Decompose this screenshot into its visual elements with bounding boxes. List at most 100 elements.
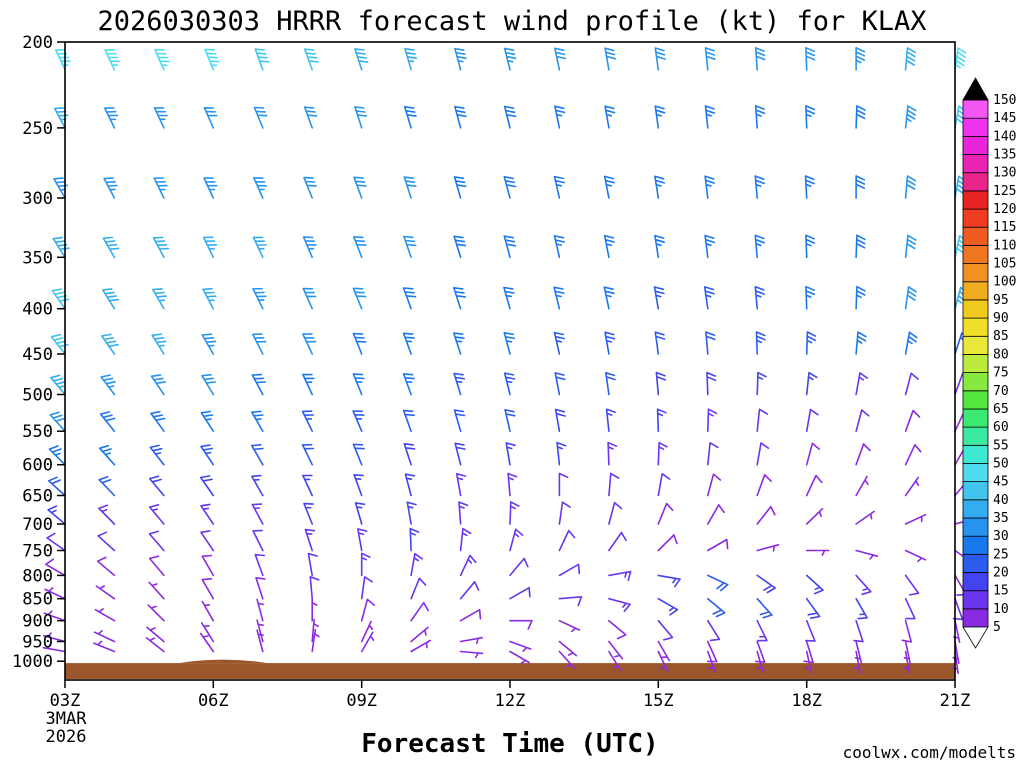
- wind-barb: [303, 106, 318, 129]
- wind-barb-staff: [403, 235, 417, 259]
- wind-barb-staff: [805, 597, 821, 619]
- wind-barb-staff: [154, 48, 170, 71]
- wind-barb-staff: [104, 49, 121, 71]
- wind-barb: [756, 619, 768, 642]
- wind-barb: [453, 332, 465, 355]
- wind-barb: [199, 632, 215, 653]
- wind-barb-staff: [654, 331, 666, 355]
- wind-barb-staff: [608, 472, 620, 497]
- wind-barb: [904, 331, 918, 355]
- wind-barb-staff: [805, 619, 816, 642]
- wind-barb-staff: [503, 47, 517, 71]
- wind-barb: [503, 176, 517, 199]
- colorbar-segment: [962, 444, 989, 464]
- wind-barb: [52, 236, 70, 259]
- wind-barb-staff: [360, 631, 375, 653]
- wind-barb: [203, 107, 218, 129]
- wind-barb-staff: [252, 236, 267, 259]
- wind-barb: [754, 175, 765, 199]
- wind-barb: [604, 47, 616, 71]
- wind-barb: [93, 640, 116, 653]
- wind-barb: [150, 410, 166, 432]
- wind-barb: [707, 538, 729, 552]
- wind-barb: [203, 177, 218, 199]
- watermark-link[interactable]: coolwx.com/modelts: [843, 743, 1016, 762]
- wind-barb: [252, 529, 264, 552]
- wind-barb-staff: [509, 557, 529, 577]
- wind-barb: [507, 472, 518, 497]
- x-date-label: 2026: [46, 727, 87, 747]
- wind-barb: [97, 531, 116, 552]
- wind-barb-staff: [402, 287, 417, 310]
- wind-barb-staff: [101, 333, 119, 355]
- wind-barb-staff: [95, 585, 116, 600]
- wind-barb: [607, 441, 618, 466]
- wind-barb-staff: [353, 236, 367, 259]
- wind-barb: [200, 503, 215, 525]
- wind-barb: [603, 175, 615, 199]
- wind-barb-staff: [199, 632, 215, 653]
- wind-barb: [453, 372, 466, 396]
- wind-barb: [406, 501, 417, 525]
- colorbar-label: 110: [993, 238, 1016, 253]
- wind-barb: [302, 236, 317, 259]
- wind-barb-staff: [97, 531, 116, 552]
- wind-barb-staff: [904, 331, 918, 355]
- wind-barb: [707, 619, 721, 642]
- wind-barb-staff: [256, 619, 264, 643]
- colorbar-label: 85: [993, 329, 1009, 344]
- wind-barb: [303, 502, 314, 525]
- wind-barb: [608, 619, 627, 640]
- wind-barb: [704, 105, 716, 129]
- wind-barb: [53, 107, 69, 129]
- wind-barb-staff: [403, 176, 417, 199]
- wind-barb: [558, 529, 576, 552]
- wind-barb: [855, 475, 869, 497]
- wind-barb: [707, 574, 729, 592]
- wind-barb-staff: [98, 504, 116, 525]
- wind-barb: [354, 502, 366, 525]
- x-tick-label: 03Z: [50, 691, 81, 711]
- wind-barb: [805, 650, 813, 674]
- wind-barb: [657, 473, 671, 497]
- wind-barb-staff: [754, 234, 765, 259]
- wind-barb-staff: [47, 476, 66, 497]
- wind-barb-staff: [311, 628, 320, 653]
- wind-barb-staff: [252, 333, 267, 355]
- colorbar-segment: [962, 372, 989, 392]
- wind-barb-staff: [805, 105, 816, 129]
- colorbar-label: 70: [993, 384, 1009, 399]
- wind-barb: [904, 444, 922, 466]
- y-tick-label: 550: [22, 422, 53, 442]
- wind-barb: [354, 106, 368, 129]
- wind-barb-staff: [855, 549, 879, 560]
- wind-barb-staff: [455, 473, 467, 497]
- wind-barb-staff: [46, 532, 66, 552]
- wind-barb: [755, 331, 766, 355]
- wind-barb-staff: [704, 105, 716, 129]
- wind-barb: [360, 598, 376, 622]
- wind-barb-staff: [657, 650, 669, 673]
- wind-barb-staff: [404, 473, 416, 497]
- colorbar-label: 10: [993, 602, 1009, 617]
- wind-barb: [805, 408, 819, 432]
- wind-barb-staff: [657, 574, 681, 588]
- wind-barb-staff: [605, 372, 616, 396]
- wind-barb: [402, 409, 415, 432]
- colorbar-segment: [962, 208, 989, 228]
- x-tick-label: 15Z: [643, 691, 674, 711]
- wind-barb-staff: [255, 577, 266, 600]
- wind-barb: [904, 597, 916, 620]
- wind-barb: [654, 175, 665, 199]
- wind-barb: [453, 409, 466, 432]
- wind-barb-staff: [754, 105, 766, 129]
- wind-barb: [904, 105, 917, 129]
- wind-barb-staff: [98, 476, 116, 497]
- wind-barb-staff: [94, 608, 116, 622]
- wind-barb-staff: [904, 234, 917, 259]
- wind-barb: [454, 105, 467, 129]
- wind-barb-staff: [558, 501, 571, 525]
- wind-barb-staff: [360, 598, 376, 622]
- wind-barb: [756, 474, 772, 497]
- wind-speed-colorbar: 5 10 15 20 25 30 35 40 45 50 55 60 65 70 75 80 85 90 95 100…: [962, 77, 1016, 649]
